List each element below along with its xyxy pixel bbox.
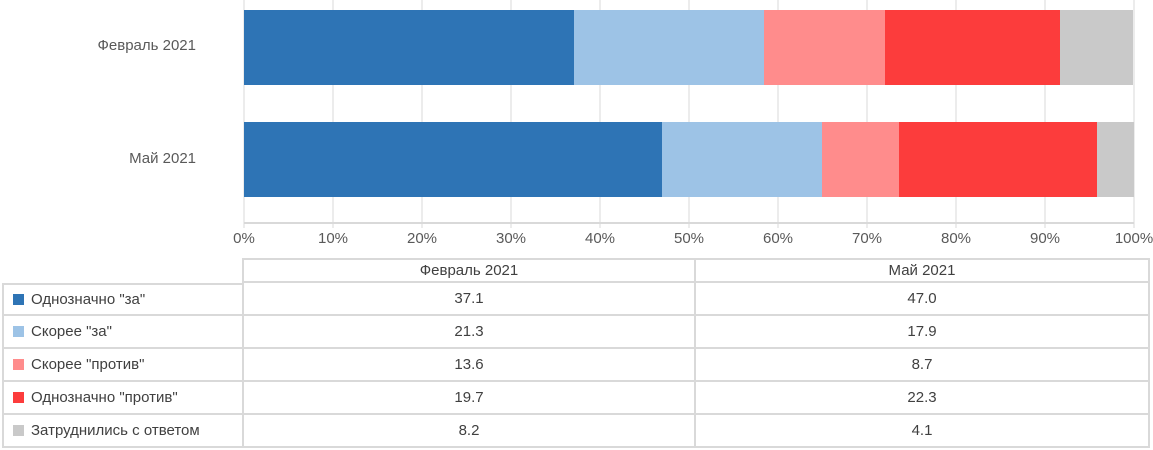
legend-swatch	[13, 359, 24, 370]
value-cell: 17.9	[696, 316, 1150, 349]
value-cell: 19.7	[244, 382, 696, 415]
gridline	[243, 0, 245, 228]
value-cell: 8.2	[244, 415, 696, 448]
bar-segment	[763, 10, 885, 85]
bar-may-2021	[244, 122, 1134, 197]
value-cell: 37.1	[244, 283, 696, 316]
gridline	[421, 0, 423, 228]
x-tick-label: 70%	[851, 230, 883, 247]
legend-label: Затруднились с ответом	[31, 422, 200, 439]
x-tick-label: 0%	[233, 230, 255, 247]
legend-cell: Однозначно "за"	[2, 283, 244, 316]
gridline	[955, 0, 957, 228]
legend-swatch	[13, 326, 24, 337]
legend-swatch	[13, 425, 24, 436]
category-label-february: Февраль 2021	[97, 37, 196, 54]
value-cell: 8.7	[696, 349, 1150, 382]
legend-cell: Однозначно "против"	[2, 382, 244, 415]
gridline	[1044, 0, 1046, 228]
bar-segment	[884, 10, 1061, 85]
x-tick-label: 100%	[1114, 230, 1153, 247]
legend-label: Скорее "против"	[31, 356, 145, 373]
bar-segment	[821, 122, 900, 197]
legend-cell: Скорее "за"	[2, 316, 244, 349]
value-cell: 21.3	[244, 316, 696, 349]
table-corner-cell	[2, 258, 244, 283]
bar-segment	[574, 10, 764, 85]
legend-label: Однозначно "за"	[31, 291, 146, 308]
bar-segment	[1097, 122, 1134, 197]
bar-february-2021	[244, 10, 1134, 85]
legend-label: Скорее "за"	[31, 323, 112, 340]
x-tick-label: 40%	[584, 230, 616, 247]
category-label-may: Май 2021	[129, 150, 196, 167]
gridline	[599, 0, 601, 228]
bar-segment	[1060, 10, 1134, 85]
value-cell: 13.6	[244, 349, 696, 382]
bar-segment	[244, 10, 575, 85]
value-cell: 4.1	[696, 415, 1150, 448]
gridline	[688, 0, 690, 228]
legend-cell: Затруднились с ответом	[2, 415, 244, 448]
x-tick-label: 90%	[1029, 230, 1061, 247]
gridline	[866, 0, 868, 228]
legend-cell: Скорее "против"	[2, 349, 244, 382]
x-tick-label: 60%	[762, 230, 794, 247]
x-tick-label: 10%	[317, 230, 349, 247]
legend-swatch	[13, 392, 24, 403]
plot-area	[243, 0, 1135, 228]
legend-label: Однозначно "против"	[31, 389, 178, 406]
x-tick-label: 80%	[940, 230, 972, 247]
bar-segment	[899, 122, 1098, 197]
legend-swatch	[13, 294, 24, 305]
gridline	[1133, 0, 1135, 228]
bar-segment	[244, 122, 663, 197]
gridline	[332, 0, 334, 228]
value-cell: 22.3	[696, 382, 1150, 415]
bar-segment	[662, 122, 822, 197]
column-header-may: Май 2021	[696, 258, 1150, 283]
gridline	[777, 0, 779, 228]
column-header-february: Февраль 2021	[244, 258, 696, 283]
x-axis: 0% 10% 20% 30% 40% 50% 60% 70% 80% 90% 100%	[233, 230, 1153, 248]
x-tick-label: 20%	[406, 230, 438, 247]
gridline	[510, 0, 512, 228]
data-table: Февраль 2021 Май 2021 Однозначно "за" 37.…	[2, 258, 1150, 448]
x-tick-label: 50%	[673, 230, 705, 247]
x-tick-label: 30%	[495, 230, 527, 247]
value-cell: 47.0	[696, 283, 1150, 316]
